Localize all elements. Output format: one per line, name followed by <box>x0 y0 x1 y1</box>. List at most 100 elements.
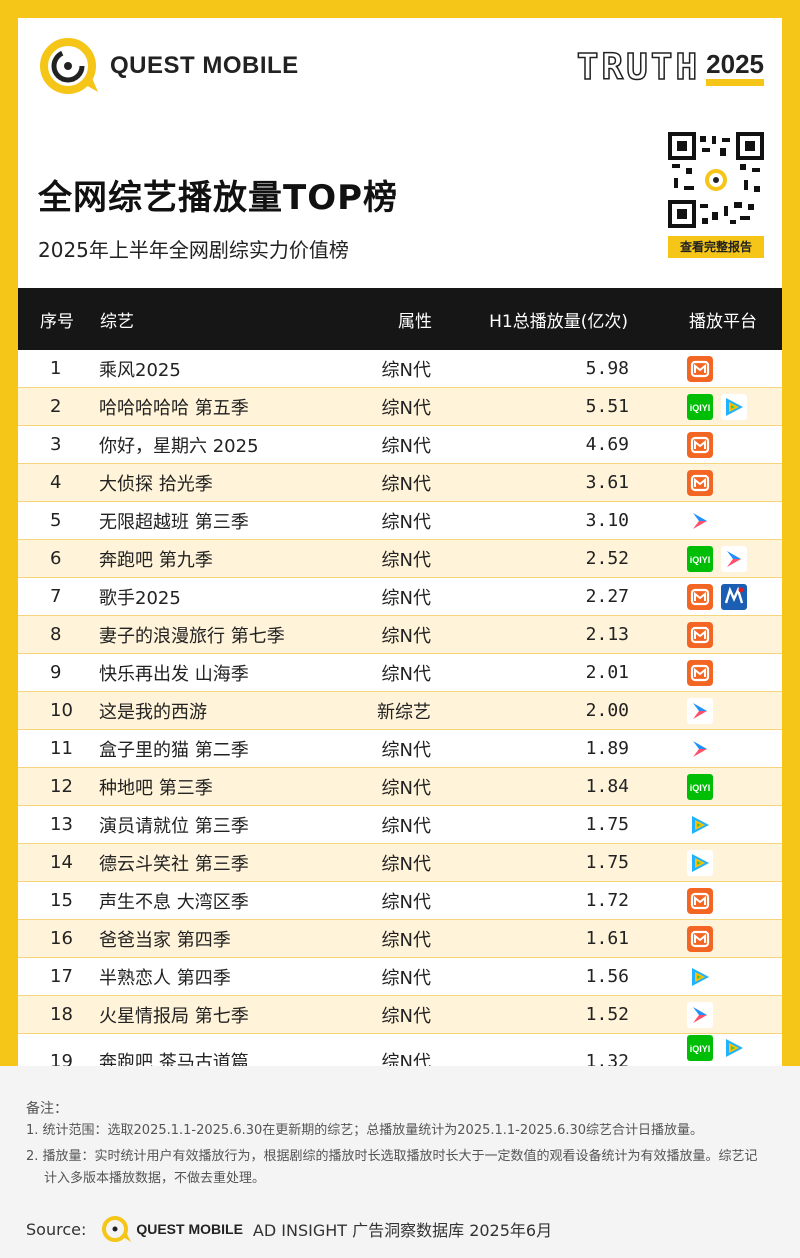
views-cell: 2.52 <box>432 539 629 578</box>
rank-cell: 7 <box>18 577 99 616</box>
report-card: QUEST MOBILE TRUTH 2025 <box>18 18 782 1066</box>
tencent-video-icon <box>687 811 713 838</box>
mango-tv-icon <box>687 355 713 382</box>
notes-section: 备注： 1. 统计范围：选取2025.1.1-2025.6.30在更新期的综艺；… <box>0 1066 800 1258</box>
platform-cell <box>629 919 782 958</box>
mango-tv-icon <box>687 431 713 458</box>
iqiyi-icon: iQIYI <box>687 393 713 420</box>
youku-icon <box>687 507 713 534</box>
mango-tv-icon <box>687 583 713 610</box>
platform-cell <box>629 957 782 996</box>
show-name-cell: 声生不息 大湾区季 <box>99 881 351 920</box>
truth-year: 2025 <box>706 51 764 86</box>
cctv-icon <box>721 583 747 610</box>
show-name-cell: 种地吧 第三季 <box>99 767 351 806</box>
attribute-cell: 综N代 <box>351 767 432 806</box>
attribute-cell: 综N代 <box>351 350 432 388</box>
youku-icon <box>687 735 713 762</box>
mango-tv-icon <box>687 659 713 686</box>
show-name-cell: 这是我的西游 <box>99 691 351 730</box>
note-1: 1. 统计范围：选取2025.1.1-2025.6.30在更新期的综艺；总播放量… <box>26 1123 704 1138</box>
platform-cell: iQIYI <box>629 767 782 806</box>
show-name-cell: 快乐再出发 山海季 <box>99 653 351 692</box>
platform-cell <box>629 653 782 692</box>
tencent-video-icon <box>721 393 747 420</box>
views-cell: 2.00 <box>432 691 629 730</box>
attribute-cell: 综N代 <box>351 501 432 540</box>
table-row: 3 你好，星期六 2025 综N代 4.69 <box>18 425 782 464</box>
views-cell: 2.13 <box>432 615 629 654</box>
rank-cell: 18 <box>18 995 99 1034</box>
show-name-cell: 奔跑吧 第九季 <box>99 539 351 578</box>
table-row: 2 哈哈哈哈哈 第五季 综N代 5.51 iQIYI <box>18 387 782 426</box>
show-name-cell: 乘风2025 <box>99 350 351 388</box>
views-cell: 1.52 <box>432 995 629 1034</box>
rank-cell: 5 <box>18 501 99 540</box>
attribute-cell: 综N代 <box>351 995 432 1034</box>
rank-cell: 4 <box>18 463 99 502</box>
show-name-cell: 盒子里的猫 第二季 <box>99 729 351 768</box>
platform-cell <box>629 843 782 882</box>
note-2: 2. 播放量：实时统计用户有效播放行为，根据剧综的播放时长选取播放时长大于一定数… <box>26 1149 758 1186</box>
rank-cell: 9 <box>18 653 99 692</box>
table-row: 14 德云斗笑社 第三季 综N代 1.75 <box>18 843 782 882</box>
platform-cell <box>629 995 782 1034</box>
table-row: 16 爸爸当家 第四季 综N代 1.61 <box>18 919 782 958</box>
table-row: 1 乘风2025 综N代 5.98 <box>18 350 782 388</box>
show-name-cell: 火星情报局 第七季 <box>99 995 351 1034</box>
brand-logo: QUEST MOBILE <box>38 36 299 96</box>
source-brand: QUEST MOBILE <box>136 1221 243 1237</box>
truth-badge: TRUTH 2025 <box>576 49 764 86</box>
table-row: 8 妻子的浪漫旅行 第七季 综N代 2.13 <box>18 615 782 654</box>
rank-cell: 14 <box>18 843 99 882</box>
attribute-cell: 综N代 <box>351 463 432 502</box>
platform-cell <box>629 463 782 502</box>
views-cell: 1.75 <box>432 843 629 882</box>
notes-heading: 备注： <box>26 1101 68 1117</box>
views-cell: 2.01 <box>432 653 629 692</box>
svg-text:iQIYI: iQIYI <box>690 783 711 793</box>
attribute-cell: 综N代 <box>351 653 432 692</box>
attribute-cell: 新综艺 <box>351 691 432 730</box>
table-row: 4 大侦探 拾光季 综N代 3.61 <box>18 463 782 502</box>
source-label: Source: <box>26 1219 87 1239</box>
table-row: 9 快乐再出发 山海季 综N代 2.01 <box>18 653 782 692</box>
source-line: Source: QUEST MOBILE AD INSIGHT 广告洞察数据库 … <box>26 1214 552 1244</box>
show-name-cell: 你好，星期六 2025 <box>99 425 351 464</box>
youku-icon <box>687 697 713 724</box>
views-cell: 1.84 <box>432 767 629 806</box>
attribute-cell: 综N代 <box>351 957 432 996</box>
views-cell: 1.32 <box>432 1033 629 1066</box>
column-header-attribute: 属性 <box>351 288 432 350</box>
platform-cell: iQIYI <box>629 1033 782 1066</box>
attribute-cell: 综N代 <box>351 881 432 920</box>
table-row: 19 奔跑吧 茶马古道篇 综N代 1.32 iQIYI <box>18 1033 782 1066</box>
platform-cell <box>629 691 782 730</box>
page-title: 全网综艺播放量TOP榜 <box>38 178 399 218</box>
quest-mobile-small-logo-icon <box>102 1216 132 1242</box>
views-cell: 3.10 <box>432 501 629 540</box>
brand-name: QUEST MOBILE <box>110 52 299 79</box>
rank-cell: 2 <box>18 387 99 426</box>
show-name-cell: 演员请就位 第三季 <box>99 805 351 844</box>
table-row: 11 盒子里的猫 第二季 综N代 1.89 <box>18 729 782 768</box>
table-row: 15 声生不息 大湾区季 综N代 1.72 <box>18 881 782 920</box>
view-full-report-button[interactable]: 查看完整报告 <box>668 236 764 258</box>
show-name-cell: 奔跑吧 茶马古道篇 <box>99 1033 351 1066</box>
qr-code-icon[interactable] <box>668 132 764 228</box>
platform-cell <box>629 615 782 654</box>
views-cell: 1.56 <box>432 957 629 996</box>
attribute-cell: 综N代 <box>351 615 432 654</box>
table-row: 7 歌手2025 综N代 2.27 <box>18 577 782 616</box>
column-header-name: 综艺 <box>99 288 351 350</box>
source-text: AD INSIGHT 广告洞察数据库 2025年6月 <box>252 1221 553 1240</box>
views-cell: 5.98 <box>432 350 629 388</box>
views-cell: 3.61 <box>432 463 629 502</box>
show-name-cell: 大侦探 拾光季 <box>99 463 351 502</box>
views-cell: 1.72 <box>432 881 629 920</box>
rank-cell: 10 <box>18 691 99 730</box>
show-name-cell: 妻子的浪漫旅行 第七季 <box>99 615 351 654</box>
views-cell: 1.89 <box>432 729 629 768</box>
mango-tv-icon <box>687 469 713 496</box>
show-name-cell: 哈哈哈哈哈 第五季 <box>99 387 351 426</box>
